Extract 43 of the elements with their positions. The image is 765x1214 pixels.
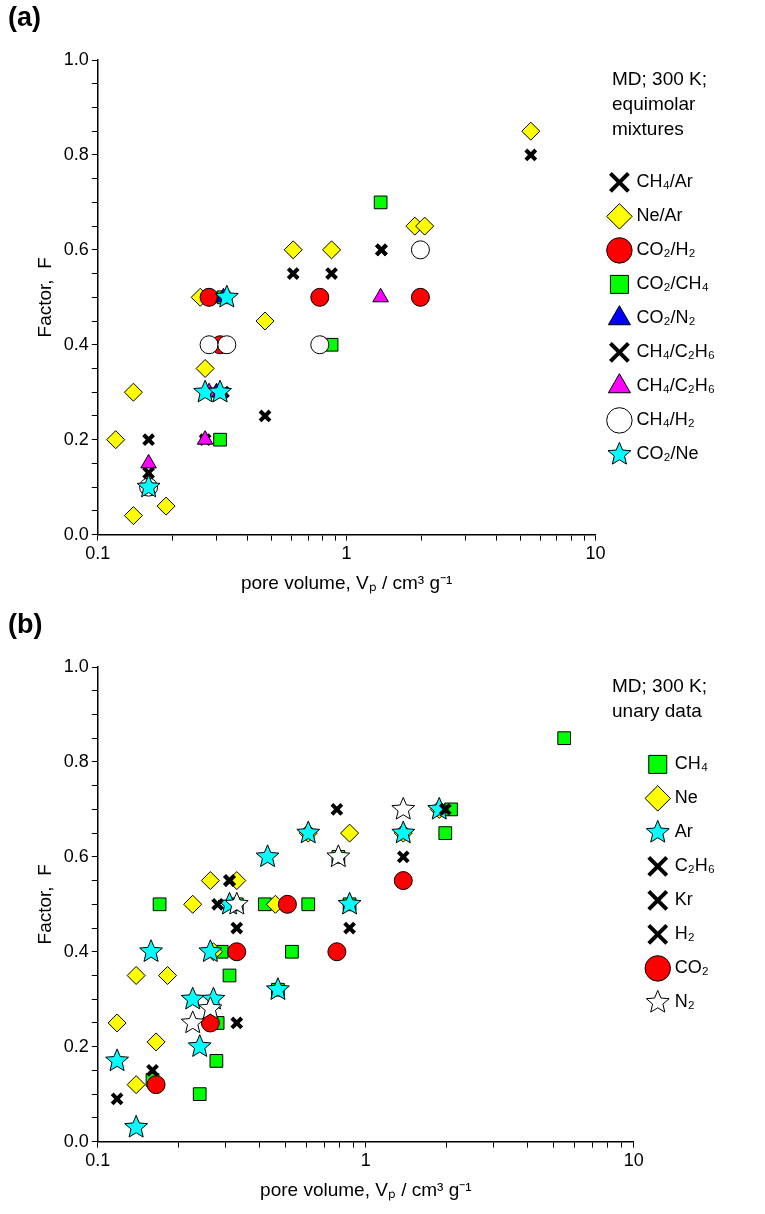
- x-tick-label: 10: [623, 1150, 644, 1171]
- y-axis-title: Factor, F: [33, 864, 55, 945]
- chart-title: (b): [8, 609, 43, 640]
- legend-label: CO₂/CH₄: [636, 273, 709, 294]
- y-tick-label: 0.6: [63, 845, 89, 866]
- y-tick-label: 0.4: [63, 333, 89, 354]
- x-axis-title: pore volume, Vₚ / cm³ g⁻¹: [260, 1178, 472, 1201]
- legend-label: CH₄/C₂H₆: [636, 375, 715, 396]
- y-tick-label: 0.0: [63, 1130, 89, 1151]
- y-tick-label: 1.0: [63, 655, 89, 676]
- legend-label: Ne: [674, 787, 698, 808]
- legend-title: MD; 300 K; equimolar mixtures: [612, 67, 709, 141]
- legend-label: CO₂/H₂: [636, 239, 696, 260]
- legend-title: MD; 300 K; unary data: [612, 674, 709, 723]
- y-tick-label: 0.8: [63, 750, 89, 771]
- legend-label: Kr: [674, 889, 693, 910]
- y-tick-label: 1.0: [63, 48, 89, 69]
- y-axis-title: Factor, F: [33, 257, 55, 338]
- legend-label: Ar: [674, 821, 693, 842]
- x-tick-label: 0.1: [85, 543, 111, 564]
- x-axis-title: pore volume, Vₚ / cm³ g⁻¹: [240, 571, 453, 594]
- x-tick-label: 0.1: [85, 1150, 111, 1171]
- x-tick-label: 10: [585, 543, 606, 564]
- y-tick-label: 0.6: [63, 238, 89, 259]
- y-tick-label: 0.0: [63, 523, 89, 544]
- legend-label: H₂: [674, 923, 695, 944]
- legend-label: Ne/Ar: [636, 205, 683, 226]
- legend-label: CH₄: [674, 753, 709, 774]
- legend-label: CO₂/N₂: [636, 307, 696, 328]
- chart-title: (a): [8, 2, 41, 33]
- y-tick-label: 0.2: [63, 428, 89, 449]
- legend-label: N₂: [674, 991, 695, 1012]
- x-tick-label: 1: [341, 543, 352, 564]
- legend-label: C₂H₆: [674, 855, 715, 876]
- y-tick-label: 0.4: [63, 940, 89, 961]
- legend-label: CO₂: [674, 957, 709, 978]
- x-tick-label: 1: [360, 1150, 371, 1171]
- y-tick-label: 0.2: [63, 1035, 89, 1056]
- legend-label: CH₄/Ar: [636, 171, 693, 192]
- legend-label: CH₄/C₂H₆: [636, 341, 715, 362]
- legend-label: CH₄/H₂: [636, 409, 695, 430]
- y-tick-label: 0.8: [63, 143, 89, 164]
- legend-label: CO₂/Ne: [636, 443, 699, 464]
